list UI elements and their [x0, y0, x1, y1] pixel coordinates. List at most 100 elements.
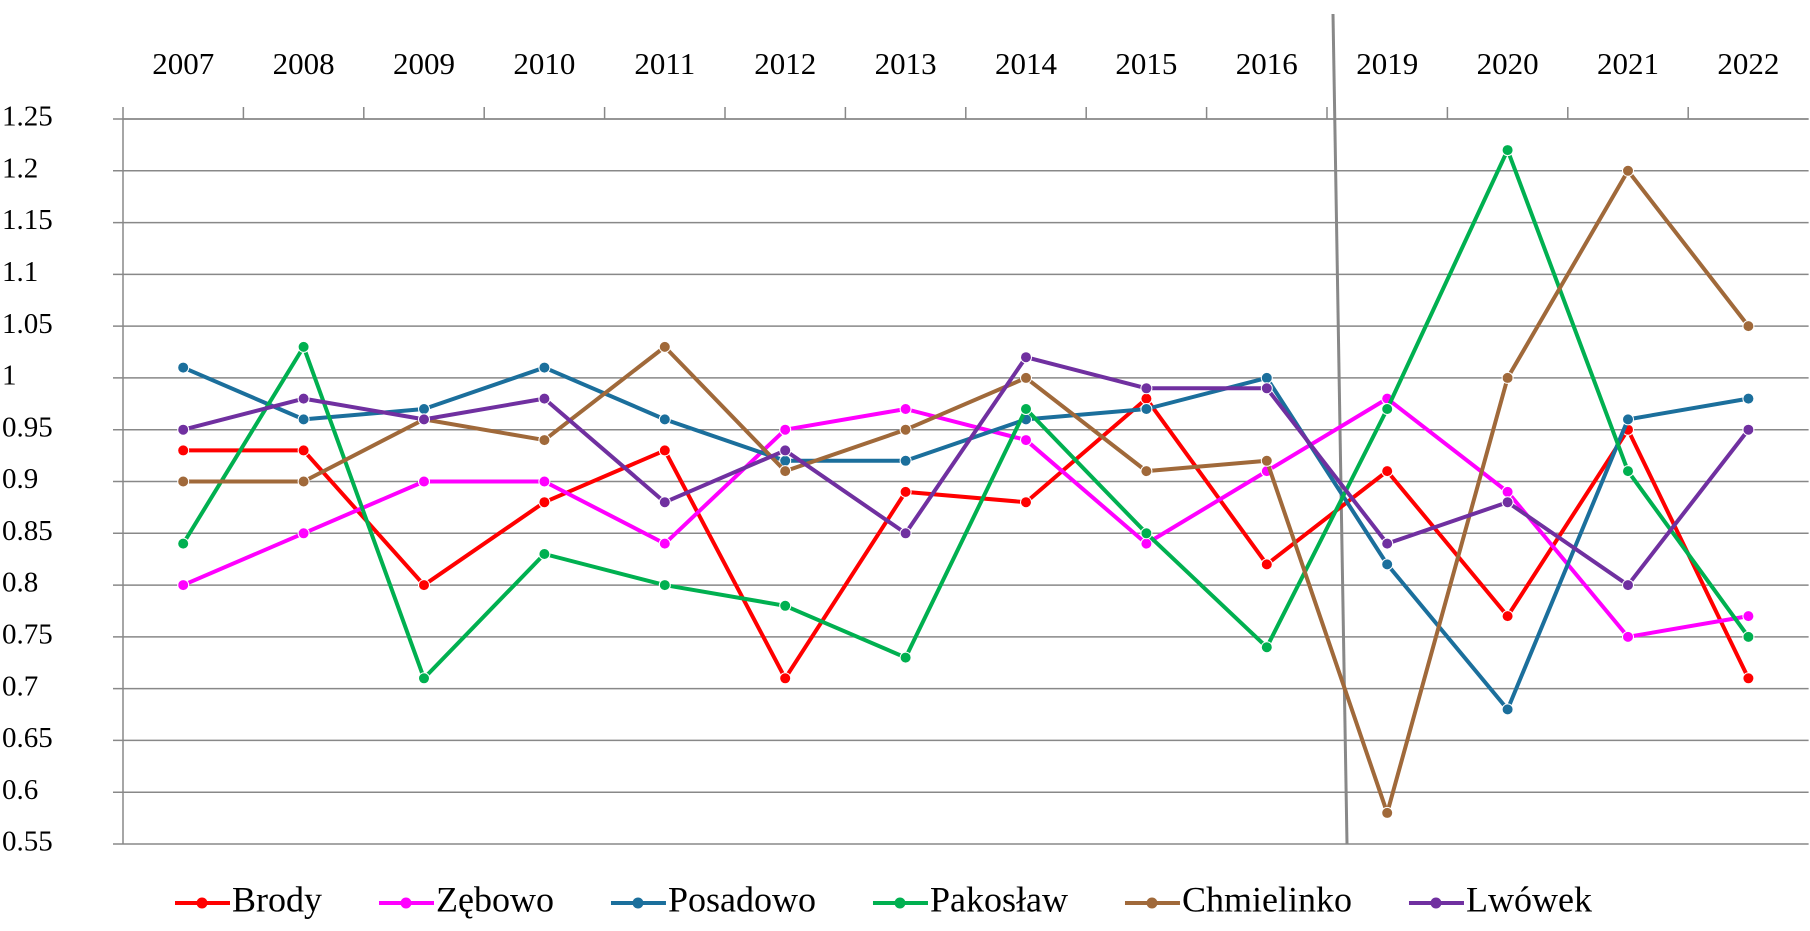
x-tick-label: 2021 — [1597, 46, 1659, 81]
data-point — [538, 361, 551, 374]
data-point — [779, 423, 792, 436]
data-point — [297, 413, 310, 426]
x-tick-label: 2007 — [152, 46, 214, 81]
legend-marker — [632, 897, 644, 909]
data-point — [177, 537, 190, 550]
data-point — [1742, 423, 1755, 436]
x-tick-label: 2011 — [634, 46, 695, 81]
y-tick-label: 1 — [2, 360, 17, 392]
legend-marker — [1146, 897, 1158, 909]
x-tick-label: 2022 — [1717, 46, 1779, 81]
data-point — [418, 672, 430, 685]
data-point — [177, 475, 190, 488]
data-point — [1501, 485, 1514, 498]
data-point — [1020, 496, 1032, 509]
legend-label: Brody — [232, 879, 322, 919]
series-line — [182, 396, 1749, 639]
data-point — [899, 651, 912, 664]
data-point — [899, 527, 912, 540]
data-point — [1622, 465, 1634, 478]
data-point — [1742, 320, 1755, 333]
data-point — [1622, 630, 1634, 643]
data-point — [1020, 371, 1032, 384]
data-point — [1501, 610, 1514, 623]
data-point — [899, 454, 912, 467]
data-point — [1381, 558, 1394, 571]
data-point — [779, 444, 792, 457]
data-point — [658, 496, 671, 509]
data-point — [1260, 371, 1273, 384]
data-point — [1381, 465, 1394, 478]
y-tick-label: 1.15 — [2, 204, 53, 236]
data-point — [538, 548, 551, 560]
data-point — [297, 444, 310, 457]
data-point — [418, 579, 430, 592]
data-point — [899, 403, 912, 415]
legend-label: Zębowo — [436, 879, 554, 919]
x-tick-label: 2013 — [875, 46, 937, 81]
x-tick-label: 2012 — [754, 46, 816, 81]
data-point — [1140, 382, 1153, 395]
data-point — [1020, 403, 1032, 415]
y-tick-label: 0.9 — [2, 463, 38, 495]
data-point — [1260, 558, 1273, 571]
data-point — [297, 392, 310, 405]
y-tick-label: 1.1 — [2, 256, 38, 288]
y-tick-label: 1.2 — [2, 152, 38, 184]
y-tick-label: 0.85 — [2, 515, 53, 547]
data-point — [418, 413, 430, 426]
data-point — [538, 392, 551, 405]
series-line — [182, 365, 1749, 712]
data-point — [1501, 496, 1514, 509]
data-point — [1501, 703, 1514, 716]
data-point — [899, 485, 912, 498]
data-point — [1140, 465, 1153, 478]
data-point — [1140, 403, 1153, 415]
data-point — [658, 413, 671, 426]
data-point — [1622, 164, 1634, 177]
y-tick-label: 0.75 — [2, 619, 53, 651]
series-line — [181, 148, 1751, 681]
legend-marker — [1430, 897, 1442, 909]
data-point — [538, 496, 551, 509]
data-point — [658, 444, 671, 457]
series-line — [182, 355, 1750, 588]
data-point — [658, 340, 671, 353]
data-point — [899, 423, 912, 436]
data-point — [779, 599, 792, 612]
x-tick-label: 2016 — [1236, 46, 1298, 81]
data-point — [297, 475, 310, 488]
y-tick-label: 0.8 — [2, 567, 38, 599]
data-point — [658, 537, 671, 550]
data-point — [658, 579, 671, 592]
y-tick-label: 1.05 — [2, 308, 53, 340]
data-point — [1140, 527, 1153, 540]
data-point — [1381, 806, 1394, 819]
y-tick-label: 0.55 — [2, 826, 53, 858]
data-point — [779, 672, 792, 685]
data-point — [177, 423, 190, 436]
data-point — [779, 465, 792, 478]
data-point — [1020, 434, 1032, 447]
data-point — [1742, 392, 1755, 405]
data-point — [418, 403, 430, 415]
legend-marker — [196, 897, 208, 909]
legend-marker — [894, 897, 906, 909]
y-tick-label: 0.65 — [2, 722, 53, 754]
x-tick-label: 2009 — [393, 46, 455, 81]
data-point — [1742, 630, 1755, 643]
data-point — [177, 579, 190, 592]
data-point — [1260, 454, 1273, 467]
x-tick-label: 2020 — [1477, 46, 1539, 81]
x-tick-label: 2014 — [995, 46, 1058, 81]
data-point — [1140, 392, 1153, 405]
data-point — [1260, 641, 1273, 654]
data-point — [1742, 610, 1755, 623]
data-point — [1260, 382, 1273, 395]
data-point — [538, 434, 551, 447]
data-point — [1742, 672, 1755, 685]
data-point — [418, 475, 430, 488]
y-tick-label: 0.95 — [2, 411, 53, 443]
data-point — [1501, 144, 1514, 157]
